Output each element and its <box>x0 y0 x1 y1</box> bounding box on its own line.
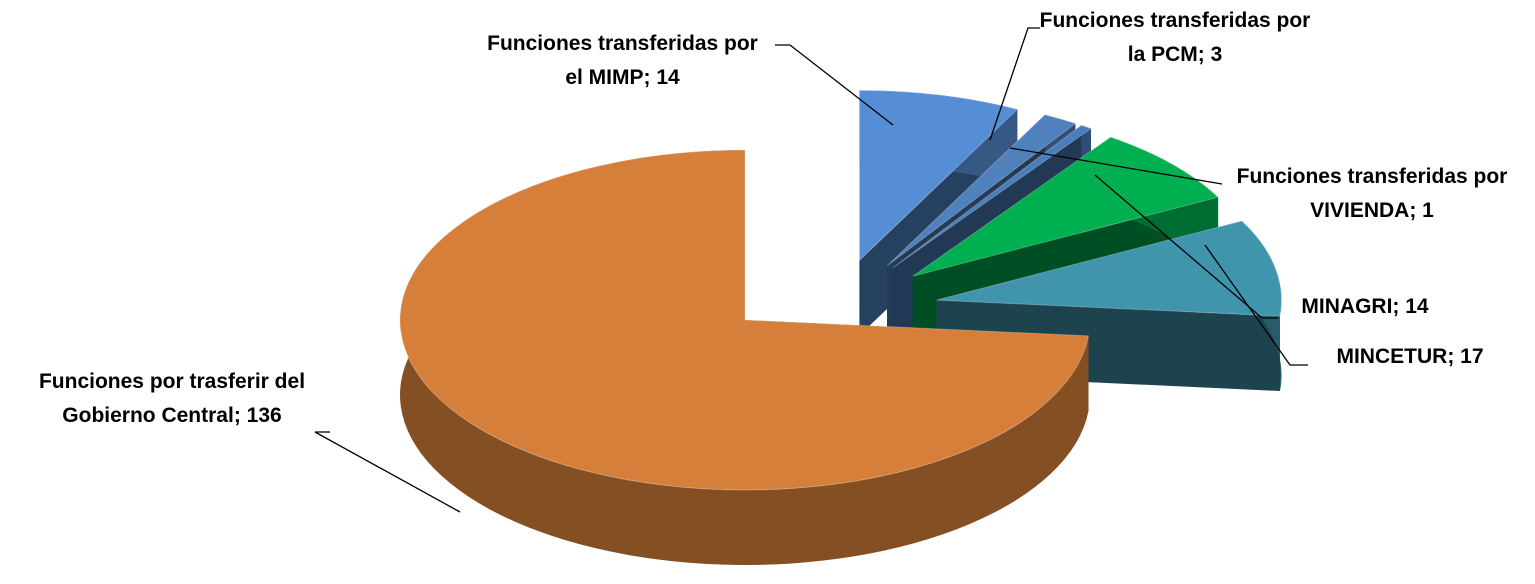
data-label: MINAGRI; 14 <box>1280 290 1450 324</box>
category-name: MINAGRI <box>1301 295 1393 318</box>
label-separator: ; <box>643 66 657 89</box>
value-label: 3 <box>1210 43 1223 66</box>
slice <box>858 89 1019 262</box>
data-label: Funciones por trasferir del Gobierno Cen… <box>12 365 332 433</box>
value-label: 17 <box>1460 345 1484 368</box>
slice <box>936 220 1283 317</box>
value-label: 1 <box>1422 199 1434 222</box>
category-name: Funciones transferidas por la PCM <box>1039 9 1311 66</box>
data-label: Funciones transferidas por la PCM; 3 <box>1030 4 1320 72</box>
leader-line <box>1094 174 1278 319</box>
label-separator: ; <box>233 404 247 427</box>
slice <box>892 124 1093 269</box>
label-separator: ; <box>1392 295 1406 318</box>
leader-line <box>775 44 894 126</box>
leader-line <box>1009 147 1223 185</box>
value-label: 14 <box>1405 295 1429 318</box>
label-separator: ; <box>1409 199 1423 222</box>
label-separator: ; <box>1197 43 1211 66</box>
data-label: MINCETUR; 17 <box>1310 340 1510 374</box>
category-name: Funciones transferidas por el MIMP <box>487 32 758 89</box>
category-name: Funciones por trasferir del Gobierno Cen… <box>38 370 306 427</box>
data-label: Funciones transferidas por VIVIENDA; 1 <box>1222 160 1522 228</box>
slice <box>399 149 1090 491</box>
category-name: Funciones transferidas por VIVIENDA <box>1236 165 1508 222</box>
slice <box>886 114 1077 267</box>
slice <box>912 136 1220 277</box>
category-name: MINCETUR <box>1336 345 1448 368</box>
leader-line <box>989 27 1040 141</box>
label-separator: ; <box>1447 345 1461 368</box>
data-label: Funciones transferidas por el MIMP; 14 <box>480 27 765 95</box>
leader-line <box>1204 244 1308 366</box>
value-label: 14 <box>656 66 680 89</box>
leader-line <box>314 431 461 513</box>
value-label: 136 <box>246 404 282 427</box>
